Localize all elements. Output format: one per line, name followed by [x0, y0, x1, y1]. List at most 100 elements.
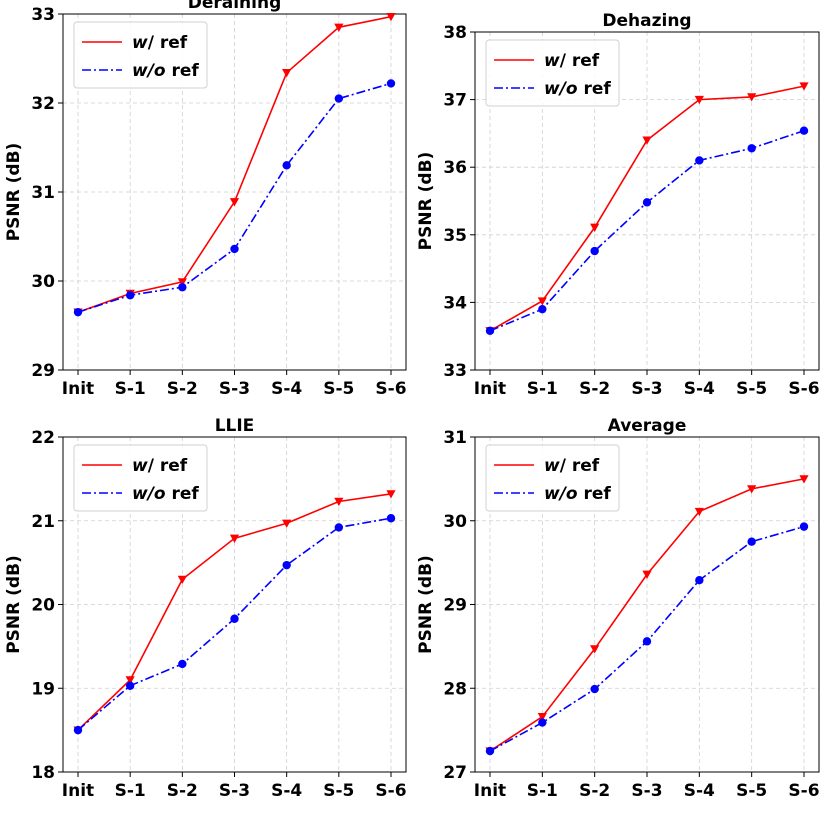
y-tick-label: 19: [31, 679, 55, 699]
data-point-without-ref: [485, 326, 495, 335]
legend-label-prefix: w: [132, 456, 148, 476]
data-point-with-ref: [386, 490, 396, 499]
data-point-without-ref: [230, 244, 239, 254]
legend-label-without-ref: w/o ref: [544, 484, 611, 504]
data-point-without-ref: [230, 614, 239, 623]
data-point-without-ref: [747, 144, 756, 153]
legend-label-with-ref: w/ ref: [544, 51, 600, 71]
y-axis-label: PSNR (dB): [4, 555, 24, 654]
y-tick-label: 29: [443, 596, 467, 616]
y-axis-label: PSNR (dB): [416, 152, 436, 251]
chart-panel-deraining: 29 30 31 32 33 Init S-1 S-2 S-3 S-4 S-5 S-6 Derainin…: [4, 0, 407, 399]
y-tick-label: 18: [31, 763, 55, 783]
y-tick-label: 34: [443, 293, 467, 313]
legend-label-suffix: / ref: [148, 456, 188, 476]
chart-panel-dehazing: 33 34 35 36 37 38 Init S-1 S-2 S-3 S-4 S-5 S-6 Dehazi…: [416, 11, 820, 399]
legend-label-suffix: / ref: [148, 33, 188, 53]
data-point-without-ref: [125, 291, 135, 300]
chart-title: Dehazing: [602, 11, 691, 31]
legend-label-suffix: ref: [578, 79, 612, 99]
y-tick-label: 30: [443, 512, 467, 532]
data-point-with-ref: [177, 278, 187, 287]
data-point-without-ref: [642, 198, 652, 207]
chart-panel-average: 27 28 29 30 31 Init S-1 S-2 S-3 S-4 S-5 S-6 Average P…: [416, 416, 820, 801]
legend-label-suffix: ref: [166, 61, 200, 81]
y-tick-label: 28: [443, 679, 467, 699]
x-tick-label: Init: [474, 781, 506, 801]
data-point-without-ref: [538, 718, 547, 727]
data-point-without-ref: [590, 684, 599, 694]
x-tick-label: S-6: [375, 379, 406, 399]
y-tick-label: 36: [443, 158, 467, 178]
legend-label-with-ref: w/ ref: [132, 33, 188, 53]
x-tick-label: S-1: [527, 379, 558, 399]
y-tick-label: 32: [31, 94, 55, 114]
data-point-with-ref: [694, 95, 704, 105]
y-tick-label: 30: [31, 272, 55, 292]
data-point-with-ref: [642, 136, 652, 145]
legend: w/ ref w/o ref: [485, 444, 620, 512]
data-point-without-ref: [386, 514, 396, 523]
data-point-without-ref: [178, 283, 187, 292]
x-tick-label: S-5: [323, 379, 354, 399]
legend-box: [73, 444, 208, 512]
data-point-without-ref: [73, 307, 83, 317]
legend-label-suffix: ref: [578, 484, 612, 504]
legend-label-without-ref: w/o ref: [132, 484, 199, 504]
legend-label-suffix: / ref: [560, 456, 600, 476]
y-tick-label: 20: [31, 596, 55, 616]
data-point-without-ref: [538, 304, 547, 314]
y-axis-label: PSNR (dB): [416, 555, 436, 654]
legend-label-without-ref: w/o ref: [132, 61, 199, 81]
chart-title: LLIE: [215, 416, 255, 436]
legend-box: [485, 444, 620, 512]
data-point-with-ref: [537, 297, 547, 306]
y-axis-label: PSNR (dB): [4, 143, 24, 242]
x-tick-label: S-2: [167, 781, 198, 801]
legend-label-prefix: w: [132, 33, 148, 53]
data-point-without-ref: [282, 161, 291, 170]
data-point-with-ref: [537, 713, 547, 722]
data-point-with-ref: [694, 507, 704, 517]
data-point-without-ref: [747, 537, 756, 546]
x-tick-label: S-5: [736, 781, 767, 801]
legend: w/ ref w/o ref: [73, 21, 208, 89]
legend: w/ ref w/o ref: [485, 39, 620, 107]
x-tick-label: Init: [474, 379, 506, 399]
x-tick-label: S-6: [375, 781, 406, 801]
data-point-with-ref: [590, 645, 600, 654]
data-point-with-ref: [229, 534, 240, 543]
data-point-without-ref: [695, 156, 704, 165]
x-tick-label: S-6: [788, 781, 819, 801]
data-point-without-ref: [125, 681, 135, 690]
y-tick-label: 21: [31, 512, 55, 532]
data-point-with-ref: [282, 519, 292, 528]
x-tick-label: S-4: [271, 781, 302, 801]
legend-label-prefix: w: [544, 456, 560, 476]
data-point-without-ref: [178, 659, 187, 669]
legend: w/ ref w/o ref: [73, 444, 208, 512]
data-point-without-ref: [799, 126, 809, 135]
x-tick-label: S-1: [115, 379, 146, 399]
data-point-with-ref: [747, 93, 757, 102]
legend-box: [73, 21, 208, 89]
data-point-with-ref: [799, 82, 809, 91]
x-tick-label: S-5: [736, 379, 767, 399]
data-point-with-ref: [386, 12, 396, 22]
y-tick-label: 27: [443, 763, 467, 783]
chart-title: Deraining: [188, 0, 282, 13]
data-point-without-ref: [334, 523, 344, 532]
y-tick-label: 22: [31, 428, 55, 448]
x-tick-label: Init: [62, 781, 94, 801]
data-point-without-ref: [73, 725, 83, 735]
y-tick-label: 37: [443, 91, 467, 111]
x-tick-label: S-6: [788, 379, 819, 399]
x-tick-label: S-1: [115, 781, 146, 801]
data-point-without-ref: [485, 746, 495, 756]
y-tick-label: 29: [31, 361, 55, 381]
legend-box: [485, 39, 620, 107]
legend-label-without-ref: w/o ref: [544, 79, 611, 99]
data-point-with-ref: [642, 570, 652, 579]
chart-panel-llie: 18 19 20 21 22 Init S-1 S-2 S-3 S-4 S-5 S-6 LLIE PSNR…: [4, 416, 407, 801]
